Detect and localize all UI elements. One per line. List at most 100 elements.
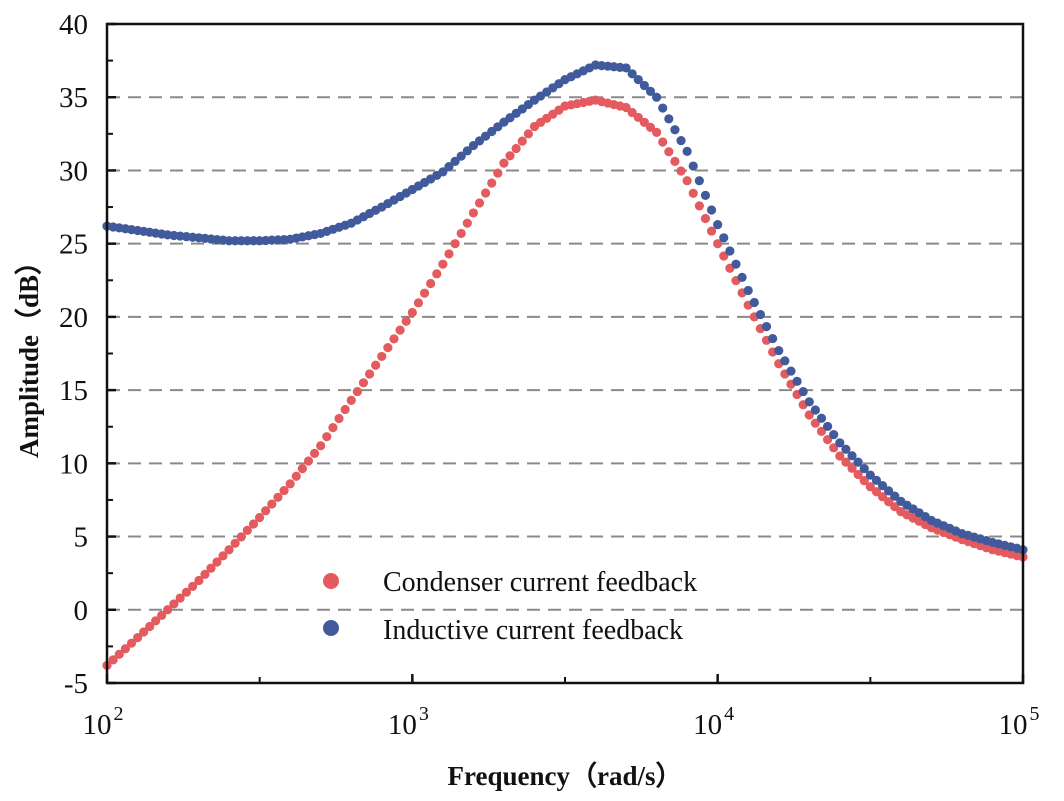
marker <box>364 369 375 379</box>
y-tick-label: 5 <box>74 522 89 554</box>
grid-lines <box>107 96 1023 611</box>
marker <box>200 569 210 579</box>
data-point <box>835 451 845 461</box>
marker <box>822 421 833 432</box>
marker <box>877 480 888 491</box>
marker <box>389 334 399 344</box>
data-point <box>682 146 692 157</box>
marker <box>523 129 533 139</box>
marker <box>242 525 252 536</box>
data-point <box>804 410 814 420</box>
marker <box>700 190 711 200</box>
marker <box>829 443 839 453</box>
data-point <box>377 351 387 362</box>
marker <box>871 475 882 485</box>
marker <box>731 259 741 269</box>
marker <box>871 487 882 497</box>
marker <box>157 610 167 620</box>
marker <box>706 205 717 215</box>
x-tick-label: 10 2 <box>83 703 124 741</box>
marker <box>645 122 656 132</box>
marker <box>303 456 314 466</box>
marker <box>212 557 222 567</box>
marker <box>725 246 735 256</box>
legend-marker-condenser <box>323 573 339 589</box>
marker <box>816 413 827 423</box>
marker <box>322 432 332 442</box>
marker <box>694 201 704 211</box>
marker <box>633 112 643 123</box>
marker <box>627 69 637 79</box>
marker <box>309 448 320 458</box>
marker <box>474 198 485 208</box>
plot-frame <box>105 22 1025 685</box>
y-tick-label: 15 <box>59 375 88 407</box>
marker <box>829 430 839 440</box>
marker <box>786 366 796 376</box>
y-axis-label: Amplitude（dB） <box>14 248 44 458</box>
data-point <box>865 470 875 480</box>
marker <box>517 136 527 146</box>
marker <box>749 297 759 308</box>
marker <box>694 176 704 186</box>
marker <box>181 587 192 597</box>
marker <box>810 405 820 415</box>
marker <box>798 386 808 397</box>
marker <box>279 485 289 496</box>
marker <box>890 502 900 512</box>
marker <box>450 239 460 249</box>
data-point <box>865 482 875 492</box>
data-point <box>682 176 692 186</box>
marker <box>188 581 198 591</box>
marker <box>462 218 472 228</box>
data-point <box>346 395 356 405</box>
marker <box>505 151 515 161</box>
marker <box>383 343 393 353</box>
marker <box>340 404 350 415</box>
data-point <box>468 208 479 218</box>
marker <box>371 360 381 370</box>
data-point <box>285 479 295 489</box>
marker <box>853 457 863 467</box>
x-tick-label: 10 3 <box>388 703 429 741</box>
data-point <box>713 220 723 230</box>
x-axis-label: Frequency（rad/s） <box>448 761 683 791</box>
marker <box>261 506 271 516</box>
marker <box>462 146 472 156</box>
marker <box>169 599 179 609</box>
marker <box>706 226 717 236</box>
marker <box>822 435 833 445</box>
marker <box>175 593 185 603</box>
marker <box>230 538 240 548</box>
data-point <box>774 345 784 356</box>
marker <box>352 386 362 397</box>
marker <box>755 309 766 320</box>
marker <box>481 188 491 198</box>
marker <box>108 655 118 665</box>
marker <box>859 464 869 474</box>
marker <box>450 156 460 166</box>
marker <box>761 321 772 332</box>
data-point <box>224 545 234 555</box>
marker <box>419 288 430 298</box>
data-point <box>438 167 448 177</box>
data-point <box>499 158 509 168</box>
data-point <box>621 63 631 73</box>
marker <box>236 532 246 542</box>
data-point <box>194 575 204 586</box>
marker <box>126 638 137 648</box>
data-point <box>835 438 845 448</box>
marker <box>291 471 301 481</box>
y-tick-label: 40 <box>59 9 88 41</box>
legend-label-inductive: Inductive current feedback <box>383 615 683 646</box>
x-tick-label: 10 4 <box>693 703 734 741</box>
marker <box>670 156 680 166</box>
data-point <box>254 512 265 523</box>
marker <box>395 325 405 335</box>
marker <box>218 551 228 561</box>
marker <box>139 627 149 637</box>
legend-marker-inductive <box>323 620 339 636</box>
marker <box>413 298 424 308</box>
marker <box>884 486 894 496</box>
marker <box>426 278 436 289</box>
